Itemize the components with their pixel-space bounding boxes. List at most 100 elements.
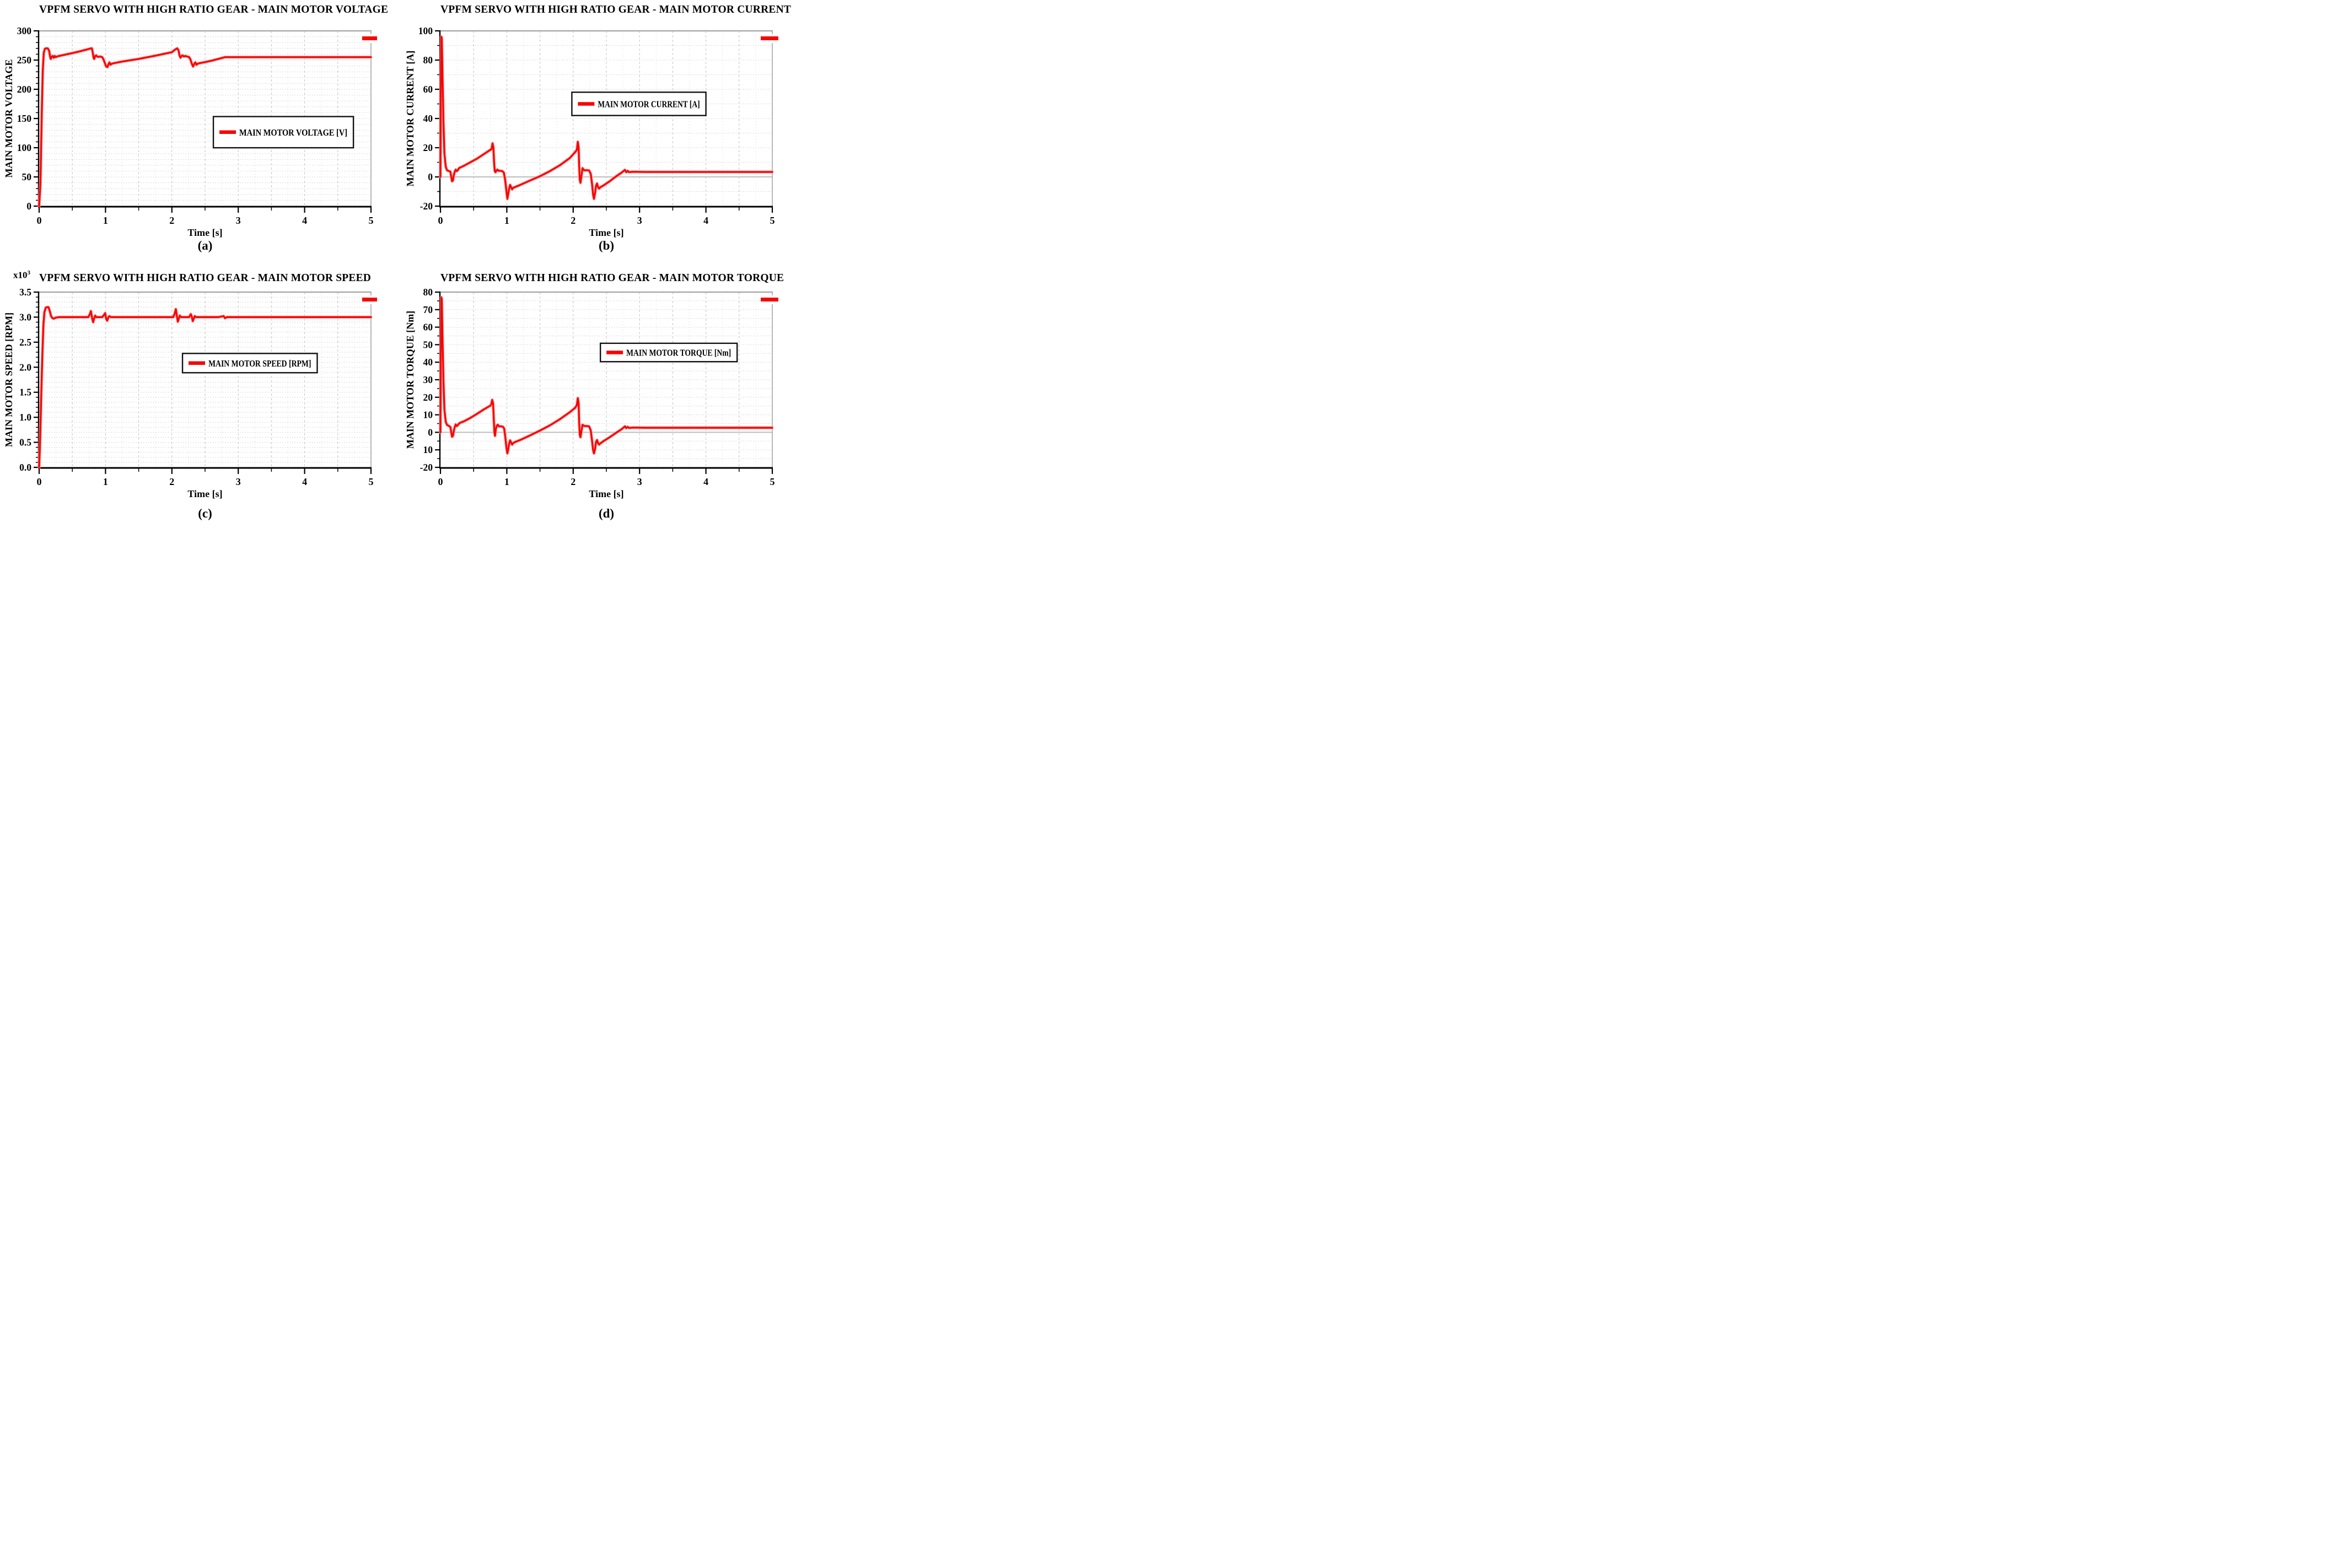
- x-axis-title: Time [s]: [589, 488, 623, 499]
- legend-label: MAIN MOTOR TORQUE [Nm]: [626, 348, 731, 358]
- x-tick-label: 1: [504, 476, 509, 487]
- x-tick-label: 3: [637, 476, 642, 487]
- x-tick-label: 0: [37, 476, 42, 487]
- y-tick-label: 70: [423, 304, 433, 315]
- y-tick-label: 2.0: [19, 362, 31, 373]
- y-tick-label: -20: [420, 201, 433, 212]
- x-tick-label: 3: [637, 215, 642, 226]
- chart-d-plot: 80 70 60 50 40 30 20 10 0 10 -20 0 1 2 3 4 5 Time [s] MAIN…: [405, 287, 778, 499]
- y-tick-label: 60: [423, 322, 433, 333]
- x-tick-label: 3: [236, 476, 241, 487]
- y-tick-label: 60: [423, 84, 433, 95]
- x-tick-label: 1: [504, 215, 509, 226]
- chart-b-caption: (b): [440, 239, 772, 253]
- chart-c-plot: 3.5 3.0 2.5 2.0 1.5 1.0 0.5 0.0 0 1 2 3 4 5 Time [s] MA…: [3, 287, 377, 499]
- x-tick-label: 2: [169, 215, 174, 226]
- chart-a-caption: (a): [39, 239, 371, 253]
- y-tick-label: 0.0: [19, 462, 31, 473]
- x-tick-label: 4: [302, 215, 307, 226]
- y-tick-label: 1.0: [19, 412, 31, 423]
- chart-c: 3.5 3.0 2.5 2.0 1.5 1.0 0.5 0.0 0 1 2 3 4 5 Time [s] MA…: [0, 261, 391, 522]
- chart-c-title: VPFM SERVO WITH HIGH RATIO GEAR - MAIN M…: [39, 272, 372, 284]
- chart-b-plot: 100 80 60 40 20 0 -20 0 1 2 3 4 5 Time [s] MAIN MOTOR …: [405, 25, 778, 238]
- y-tick-label: 2.5: [19, 337, 31, 348]
- figure-panel: 300 250 200 150 100 50 0 0 1 2 3 4 5 Time [s] MAIN MOT…: [0, 0, 792, 522]
- x-tick-label: 0: [438, 215, 443, 226]
- chart-d: 80 70 60 50 40 30 20 10 0 10 -20 0 1 2 3 4 5 Time [s] MAIN…: [391, 261, 784, 522]
- x-tick-label: 5: [770, 215, 775, 226]
- chart-b: 100 80 60 40 20 0 -20 0 1 2 3 4 5 Time [s] MAIN MOTOR …: [391, 0, 792, 261]
- series-line: [38, 47, 372, 207]
- y-tick-label: 0: [26, 201, 31, 212]
- multiplier-base: x10: [13, 270, 28, 281]
- x-tick-label: 3: [236, 215, 241, 226]
- chart-b-title: VPFM SERVO WITH HIGH RATIO GEAR - MAIN M…: [440, 4, 792, 15]
- y-axis-title: MAIN MOTOR SPEED [RPM]: [3, 312, 14, 447]
- y-tick-label: 40: [423, 113, 433, 124]
- chart-d-caption: (d): [440, 506, 772, 521]
- x-tick-label: 2: [169, 476, 174, 487]
- y-tick-label: 80: [423, 55, 433, 66]
- chart-c-caption: (c): [39, 506, 371, 521]
- x-tick-label: 0: [37, 215, 42, 226]
- chart-a-plot: 300 250 200 150 100 50 00 1 2 3 4 5 Time [s] MAIN MOT…: [3, 25, 377, 238]
- legend-box: [212, 116, 354, 149]
- caption-text: (d): [598, 506, 615, 520]
- y-tick-label: 20: [423, 392, 433, 403]
- legend-box: [571, 91, 707, 116]
- y-tick-label: 50: [423, 339, 433, 350]
- y-tick-label: -20: [420, 462, 433, 473]
- x-tick-label: 5: [369, 476, 374, 487]
- legend-label: MAIN MOTOR SPEED [RPM]: [208, 358, 311, 369]
- chart-a-title: VPFM SERVO WITH HIGH RATIO GEAR - MAIN M…: [39, 4, 389, 15]
- x-axis-title: Time [s]: [589, 227, 623, 238]
- y-tick-label: 100: [418, 25, 433, 36]
- legend-box: [599, 342, 738, 363]
- y-axis-title: MAIN MOTOR VOLTAGE: [3, 59, 14, 177]
- multiplier-exponent: 3: [27, 270, 31, 276]
- legend-label: MAIN MOTOR CURRENT [A]: [598, 99, 700, 109]
- x-tick-label: 1: [103, 215, 108, 226]
- y-tick-label: 300: [17, 25, 32, 36]
- y-tick-label: 80: [423, 287, 433, 298]
- y-tick-label: 150: [17, 113, 32, 124]
- y-tick-label: 50: [22, 171, 32, 182]
- y-tick-label: 1.5: [19, 387, 31, 398]
- x-axis-title: Time [s]: [187, 227, 222, 238]
- y-tick-label: 0: [428, 171, 433, 182]
- y-tick-label: 10: [423, 444, 433, 455]
- series-line: [38, 306, 372, 468]
- y-tick-label: 30: [423, 374, 433, 385]
- caption-text: (a): [197, 239, 213, 252]
- series-line: [439, 35, 773, 200]
- caption-text: (b): [598, 239, 615, 252]
- y-tick-label: 0: [428, 427, 433, 438]
- y-axis-title: MAIN MOTOR TORQUE [Nm]: [405, 311, 416, 449]
- caption-text: (c): [198, 506, 212, 520]
- legend-box: [181, 353, 318, 374]
- x-tick-label: 5: [770, 476, 775, 487]
- y-tick-label: 3.0: [19, 311, 31, 322]
- x-tick-label: 4: [302, 476, 307, 487]
- y-axis-title: MAIN MOTOR CURRENT [A]: [405, 51, 416, 187]
- chart-a: 300 250 200 150 100 50 0 0 1 2 3 4 5 Time [s] MAIN MOT…: [0, 0, 391, 261]
- y-tick-label: 100: [17, 142, 32, 153]
- x-tick-label: 4: [703, 215, 708, 226]
- cropped-legend-dash-icon: [362, 36, 377, 40]
- cropped-legend-dash-icon: [761, 298, 778, 301]
- x-axis-title: Time [s]: [187, 488, 222, 499]
- y-tick-label: 20: [423, 142, 433, 153]
- cropped-legend-dash-icon: [761, 36, 778, 40]
- x-tick-label: 4: [703, 476, 708, 487]
- legend-label: MAIN MOTOR VOLTAGE [V]: [239, 127, 347, 138]
- y-axis-multiplier: x103: [13, 270, 30, 281]
- cropped-legend-dash-icon: [362, 298, 377, 301]
- x-tick-label: 0: [438, 476, 443, 487]
- y-tick-label: 3.5: [19, 287, 31, 298]
- chart-d-title: VPFM SERVO WITH HIGH RATIO GEAR - MAIN M…: [440, 272, 784, 284]
- y-tick-label: 250: [17, 55, 32, 66]
- x-tick-label: 5: [369, 215, 374, 226]
- y-tick-label: 200: [17, 84, 32, 95]
- x-tick-label: 1: [103, 476, 108, 487]
- y-tick-label: 40: [423, 357, 433, 368]
